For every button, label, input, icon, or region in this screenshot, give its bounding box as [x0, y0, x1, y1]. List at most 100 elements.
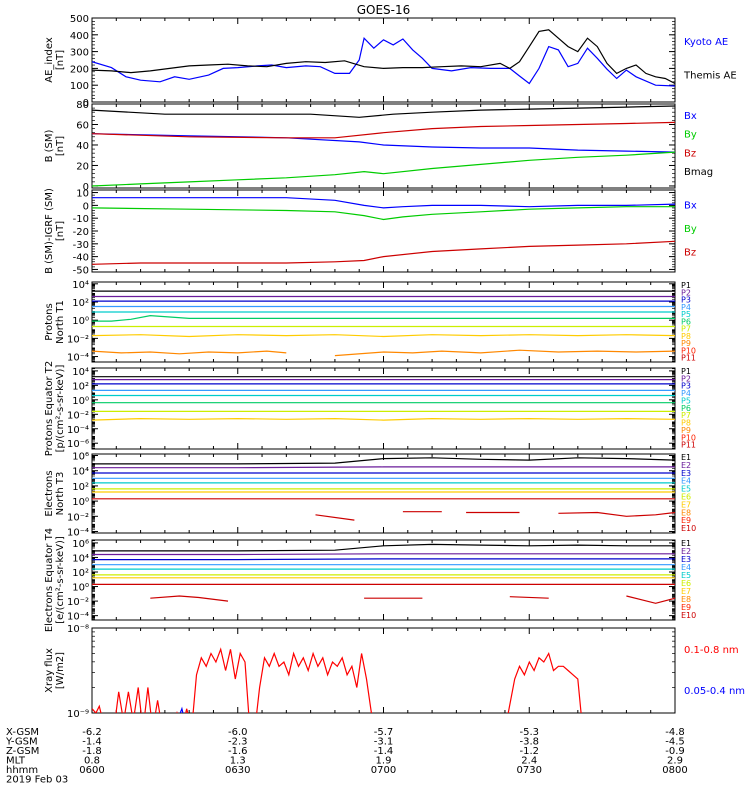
- y-tick-label: 10⁻⁴: [67, 612, 89, 623]
- y-tick-label: 0: [83, 182, 89, 193]
- legend-p5: P5: [681, 310, 691, 319]
- row-label-hhmm: hhmm: [6, 765, 38, 776]
- series-bz: [92, 121, 675, 139]
- legend-p9: P9: [681, 339, 691, 348]
- legend-e2: E2: [681, 547, 691, 556]
- series-e9d: [558, 511, 675, 517]
- y-axis-label: AE_index: [44, 37, 55, 83]
- legend-p2: P2: [681, 288, 691, 297]
- y-tick-label: 10²: [72, 482, 89, 493]
- row-value: -3.8: [519, 737, 539, 748]
- y-tick-label: 10⁰: [72, 497, 89, 508]
- y-tick-label: 10⁻²: [67, 512, 89, 523]
- legend-e3: E3: [681, 555, 691, 564]
- row-value: 2.9: [667, 756, 683, 767]
- legend-e2: E2: [681, 461, 691, 470]
- legend-e6: E6: [681, 493, 691, 502]
- legend-p1: P1: [681, 367, 691, 376]
- legend-by: By: [684, 224, 697, 235]
- row-value: -1.6: [228, 746, 248, 757]
- y-tick-label: 10⁻²: [67, 334, 89, 345]
- legend-bx: Bx: [684, 201, 697, 212]
- series-0-1-0-8-nm: [92, 647, 582, 713]
- row-value: -4.8: [665, 727, 685, 738]
- panel-frame-1: [91, 103, 676, 189]
- y-axis-label: North T3: [55, 472, 66, 516]
- y-tick-label: -50: [73, 265, 89, 276]
- row-value: 2.4: [521, 756, 537, 767]
- series-e2: [92, 466, 675, 469]
- date-label: 2019 Feb 03: [6, 775, 68, 786]
- row-value: -5.3: [519, 727, 539, 738]
- series-p9: [92, 350, 287, 355]
- legend-p4: P4: [681, 389, 691, 398]
- row-value: 1.9: [376, 756, 392, 767]
- legend-by: By: [684, 130, 697, 141]
- row-label-x-gsm: X-GSM: [6, 727, 39, 738]
- legend-e5: E5: [681, 571, 691, 580]
- y-tick-label: 10⁰: [72, 316, 89, 327]
- row-value: 1.3: [230, 756, 246, 767]
- row-value: -1.2: [519, 746, 539, 757]
- legend-e7: E7: [681, 500, 691, 509]
- legend-p10: P10: [681, 433, 696, 442]
- row-value: -5.7: [374, 727, 394, 738]
- panel-frame-6: [91, 539, 676, 621]
- y-tick-label: 10⁴: [72, 553, 89, 564]
- legend-e7: E7: [681, 587, 691, 596]
- y-axis-label: Protons Equator T2: [44, 361, 55, 457]
- y-axis-label: North T1: [55, 300, 66, 344]
- y-tick-label: 10⁻⁶: [67, 439, 89, 450]
- series-e1: [92, 457, 675, 465]
- row-value: 0800: [662, 765, 687, 776]
- series-by: [92, 151, 675, 187]
- y-tick-label: 10⁴: [72, 280, 89, 291]
- y-tick-label: -30: [73, 240, 89, 251]
- y-axis-unit: [nT]: [55, 136, 66, 156]
- y-tick-label: 60: [76, 120, 89, 131]
- y-tick-label: 10⁻⁴: [67, 353, 89, 364]
- y-axis-label: B (SM)-IGRF (SM): [44, 188, 55, 274]
- row-value: 0600: [79, 765, 104, 776]
- series-bx: [92, 197, 675, 209]
- y-tick-label: 10⁻⁹: [67, 709, 89, 720]
- y-tick-label: 10²: [72, 381, 89, 392]
- series-e1: [92, 543, 675, 552]
- y-axis-label: Xray flux: [44, 648, 55, 693]
- y-tick-label: 40: [76, 141, 89, 152]
- row-value: -1.4: [374, 746, 394, 757]
- legend-bz: Bz: [684, 148, 696, 159]
- legend-p6: P6: [681, 404, 691, 413]
- y-tick-label: 100: [70, 81, 89, 92]
- y-tick-label: 10⁻⁴: [67, 527, 89, 538]
- row-value: -6.0: [228, 727, 248, 738]
- row-value: -1.8: [82, 746, 102, 757]
- legend-e4: E4: [681, 477, 691, 486]
- legend-e10: E10: [681, 611, 696, 620]
- y-axis-unit: [nT]: [55, 221, 66, 241]
- row-value: -6.2: [82, 727, 102, 738]
- legend-bz: Bz: [684, 248, 696, 259]
- chart-title: GOES-16: [357, 3, 411, 17]
- legend-p6: P6: [681, 317, 691, 326]
- legend-e8: E8: [681, 508, 691, 517]
- panel-frame-7: [91, 627, 676, 714]
- y-tick-label: 10⁰: [72, 396, 89, 407]
- y-axis-unit: [p/(cm²-s-sr-keV)]: [55, 365, 66, 453]
- y-axis-unit: [nT]: [55, 50, 66, 70]
- row-label-mlt: MLT: [6, 756, 26, 767]
- row-value: -4.5: [665, 737, 685, 748]
- y-tick-label: 10⁻⁴: [67, 425, 89, 436]
- y-axis-label: Electrons Equator T4: [44, 528, 55, 632]
- series-e9d: [626, 595, 675, 604]
- y-tick-label: 400: [70, 31, 89, 42]
- y-tick-label: 20: [76, 161, 89, 172]
- series-bmag: [92, 105, 675, 118]
- series-e9a: [315, 514, 355, 521]
- y-tick-label: 300: [70, 48, 89, 59]
- y-axis-unit: [W/m2]: [55, 652, 66, 689]
- y-tick-label: -40: [73, 253, 89, 264]
- legend-e1: E1: [681, 453, 691, 462]
- row-value: 0730: [517, 765, 542, 776]
- series-kyoto-ae: [92, 36, 675, 87]
